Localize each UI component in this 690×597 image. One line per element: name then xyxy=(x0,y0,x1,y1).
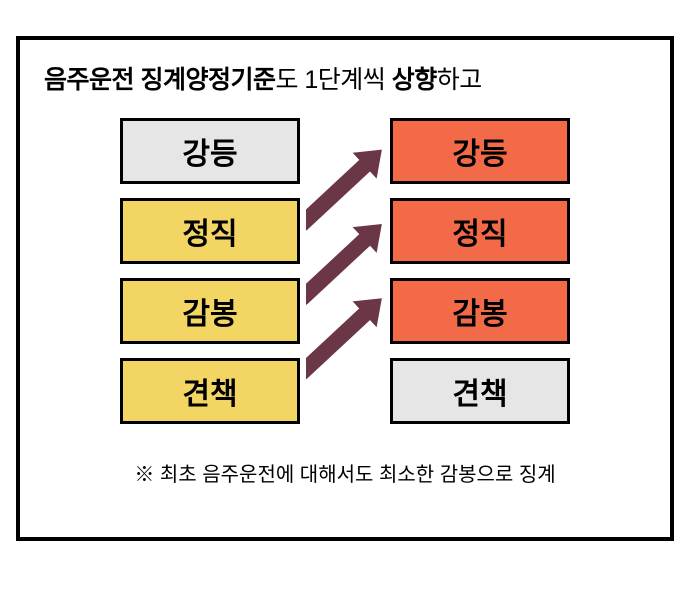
level-cell: 강등 xyxy=(120,118,300,184)
diagram-title: 음주운전 징계양정기준도 1단계씩 상향하고 xyxy=(44,60,482,96)
diagram-frame: 음주운전 징계양정기준도 1단계씩 상향하고 강등정직감봉견책 강등정직감봉견책… xyxy=(16,36,674,541)
upgrade-arrow-icon xyxy=(306,150,381,230)
title-regular-1: 도 1단계씩 xyxy=(275,66,391,94)
title-bold-1: 음주운전 징계양정기준 xyxy=(44,66,275,94)
right-column: 강등정직감봉견책 xyxy=(390,118,570,424)
left-column: 강등정직감봉견책 xyxy=(120,118,300,424)
upgrade-arrow-icon xyxy=(306,299,381,379)
level-cell: 견책 xyxy=(120,358,300,424)
upgrade-arrow-icon xyxy=(306,225,381,305)
level-cell: 견책 xyxy=(390,358,570,424)
level-cell: 강등 xyxy=(390,118,570,184)
footnote-text: ※ 최초 음주운전에 대해서도 최소한 감봉으로 징계 xyxy=(20,458,670,487)
level-cell: 정직 xyxy=(120,198,300,264)
arrows-layer xyxy=(306,140,386,400)
level-cell: 감봉 xyxy=(390,278,570,344)
title-bold-2: 상향 xyxy=(392,66,437,94)
title-regular-2: 하고 xyxy=(437,66,482,94)
level-cell: 정직 xyxy=(390,198,570,264)
level-cell: 감봉 xyxy=(120,278,300,344)
